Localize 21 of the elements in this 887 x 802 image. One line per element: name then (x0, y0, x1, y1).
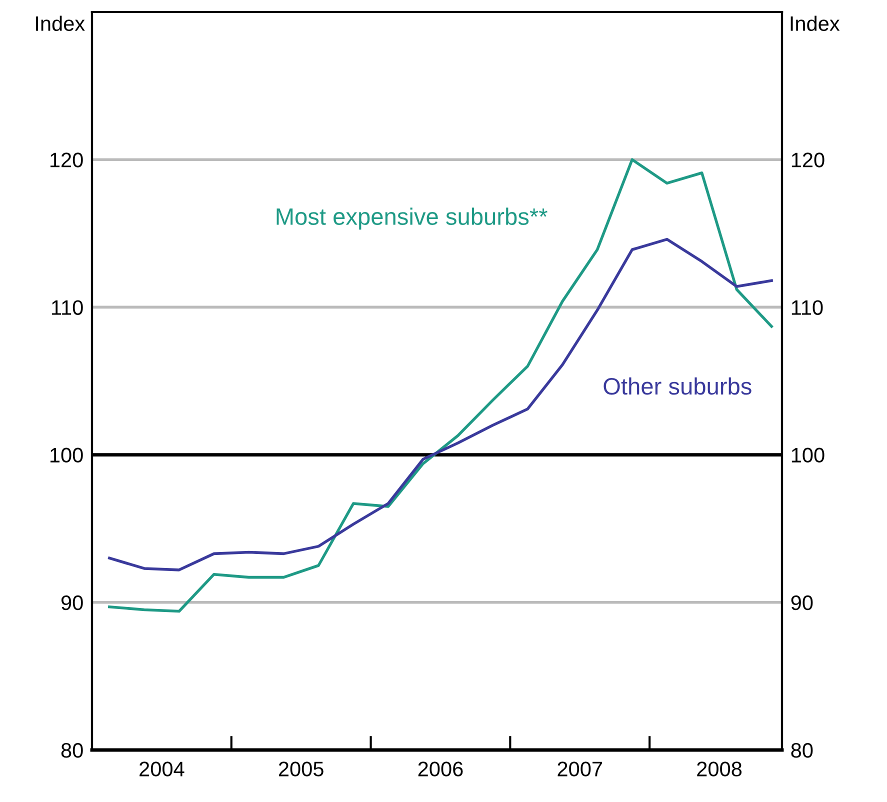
x-tick-label: 2008 (697, 762, 742, 776)
y2-tick-label: 120 (792, 152, 824, 168)
y-tick-label: 100 (50, 448, 83, 463)
x-tick-label: 2007 (558, 762, 602, 776)
y-tick-label: 110 (52, 300, 83, 315)
series-label: Other suburbs (604, 377, 752, 395)
y-tick-label: 80 (61, 743, 83, 758)
line-series (108, 158, 773, 613)
y2-tick-label: 80 (791, 743, 813, 758)
y2-tick-label: 90 (791, 595, 813, 610)
y-axis-title: Index (36, 16, 85, 31)
y2-axis-title: Index (790, 16, 840, 31)
text: Most expensive suburbs** (276, 208, 548, 230)
y2-tick-label: 110 (792, 300, 823, 315)
x-tick-label: 2006 (418, 762, 463, 776)
y-tick-label: 90 (61, 595, 83, 610)
x-tick-label: 2004 (140, 762, 184, 776)
x-tick-label: 2005 (278, 762, 324, 776)
y2-tick-label: 100 (792, 448, 824, 463)
y-tick-label: 120 (50, 152, 83, 168)
line-series (108, 238, 773, 572)
